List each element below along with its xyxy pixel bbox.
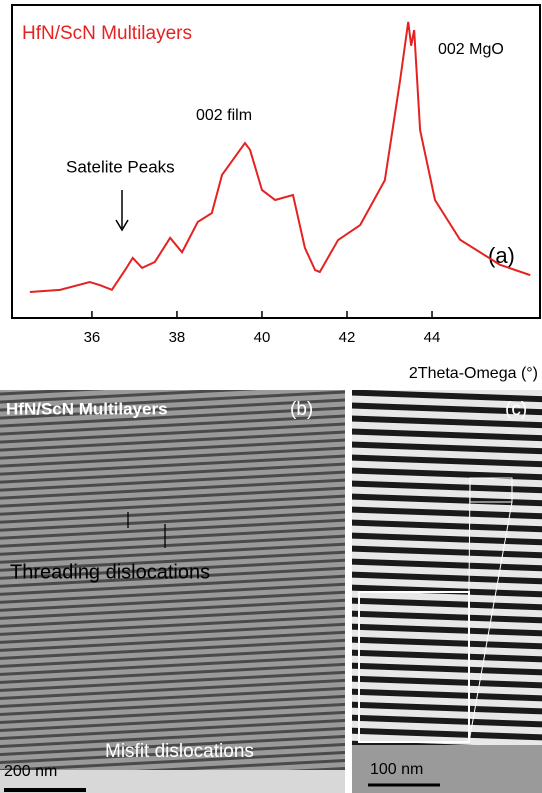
annotation: (a): [488, 243, 515, 268]
x-tick-label: 36: [84, 329, 101, 346]
annotation: Satelite Peaks: [66, 157, 175, 176]
chart-title: HfN/ScN Multilayers: [22, 23, 192, 44]
x-axis-label: 2Theta-Omega (°): [409, 365, 538, 382]
panel-label: (b): [290, 399, 313, 420]
panel-label: Misfit dislocations: [105, 741, 254, 762]
x-tick-label: 44: [424, 329, 441, 346]
panel-label: (c): [505, 399, 527, 420]
panel-label: 100 nm: [370, 761, 423, 778]
inset: [359, 592, 469, 742]
panel-label: Threading dislocations: [10, 561, 210, 583]
annotation: 002 film: [196, 107, 252, 124]
annotation: 002 MgO: [438, 41, 504, 58]
x-tick-label: 38: [169, 329, 186, 346]
x-tick-label: 42: [339, 329, 356, 346]
x-tick-label: 40: [254, 329, 271, 346]
panel-label: 200 nm: [4, 763, 57, 780]
figure: HfN/ScN Multilayers 36 38 40 42 44 2Theta-Omeg…: [0, 0, 542, 793]
tem-image-b: [0, 390, 345, 793]
panel-label: HfN/ScN Multilayers: [6, 399, 168, 418]
